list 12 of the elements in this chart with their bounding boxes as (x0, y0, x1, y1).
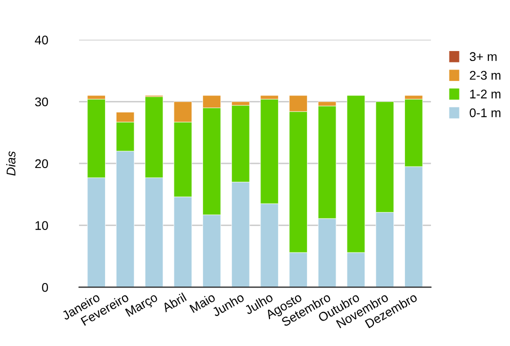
x-tick-label: Abril (161, 292, 187, 312)
legend-label: 2-3 m (470, 70, 500, 80)
y-tick-label: 0 (42, 282, 48, 292)
legend-label: 1-2 m (470, 90, 500, 98)
y-tick-label: 20 (35, 159, 48, 168)
y-tick-label: 40 (34, 36, 48, 44)
y-tick-label: 10 (36, 221, 48, 230)
y-axis-title: Dias (6, 151, 16, 176)
y-tick-label: 30 (35, 97, 48, 106)
x-tick-label: Maio (189, 292, 216, 314)
legend-label: 3+ m (470, 52, 497, 62)
legend-label: 0-1 m (470, 108, 500, 118)
